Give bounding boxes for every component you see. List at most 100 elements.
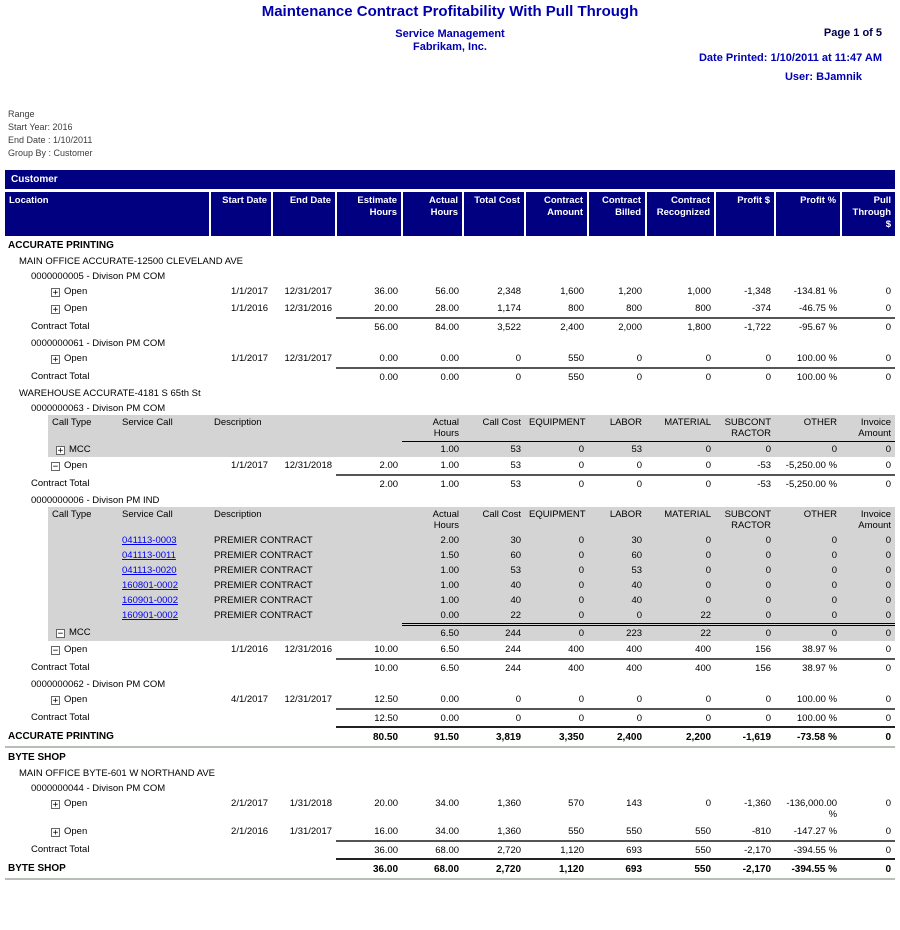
service-call-link[interactable]: 160801-0002 (122, 580, 178, 591)
value-cell: 0 (588, 474, 647, 492)
empty-cell (210, 727, 273, 748)
service-call-link[interactable]: 160901-0002 (122, 610, 178, 621)
call-type-group-label: − MCC (48, 624, 403, 641)
empty-cell (210, 318, 272, 335)
indent-cell (5, 548, 48, 563)
expand-icon[interactable]: + (51, 305, 60, 315)
sub-column-header: SUBCONTRACTOR (715, 415, 776, 442)
value-cell: 0 (841, 317, 896, 335)
end-date-cell: 12/31/2017 (284, 353, 333, 364)
expand-icon[interactable]: + (51, 288, 60, 298)
value-cell: 1,120 (525, 840, 589, 859)
sub-column-header: Call Type (48, 507, 118, 533)
value-cell: -147.27 % (793, 826, 838, 837)
table-row: Contract Total 12.50 0.00 0 0 0 0 0 100.00 % 0 (5, 708, 896, 727)
end-date-cell: 1/31/2017 (289, 826, 333, 837)
indent-cell (5, 507, 48, 533)
value-cell: 0 (885, 826, 892, 837)
sub-column-header: Service Call (118, 507, 211, 533)
start-date-cell: 1/1/2016 (231, 644, 269, 655)
location-label: MAIN OFFICE BYTE-601 W NORTHAND AVE (19, 768, 216, 779)
value-cell: 2,720 (463, 858, 526, 880)
service-call-link[interactable]: 041113-0020 (122, 565, 177, 576)
value-cell: 40 (463, 578, 526, 593)
sub-column-header: Invoice Amount (841, 415, 896, 442)
contract-total-label: Contract Total (31, 321, 90, 332)
value-cell: -53 (715, 474, 776, 492)
table-row: MAIN OFFICE ACCURATE-12500 CLEVELAND AVE (5, 253, 895, 268)
value-cell: 0 (588, 608, 647, 625)
sub-column-header: Call Cost (463, 415, 526, 442)
sub-column-header: Actual Hours (402, 507, 464, 533)
value-cell: 0.00 (336, 367, 403, 385)
value-cell: 0 (841, 563, 896, 578)
collapse-icon[interactable]: − (51, 646, 60, 656)
value-cell: 2.00 (379, 460, 399, 471)
table-row: 041113-0003 PREMIER CONTRACT 2.00 30 0 30 0 0 0 0 (5, 533, 896, 548)
expand-icon[interactable]: + (51, 355, 60, 365)
call-type-cell (48, 578, 118, 593)
empty-cell (272, 859, 337, 880)
table-row: Call Type Service Call Description Actual H… (5, 415, 896, 442)
table-row: + Open 1/1/2016 12/31/2016 20.00 28.00 1,174 80… (5, 300, 895, 318)
open-label-text: Open (64, 694, 88, 705)
collapse-icon[interactable]: − (56, 628, 65, 639)
expand-icon[interactable]: + (51, 828, 60, 838)
value-cell: 34.00 (435, 826, 460, 837)
value-cell: 0 (646, 474, 716, 492)
sub-column-header: Call Type (48, 415, 118, 442)
value-cell: 0 (841, 367, 896, 385)
open-label-text: Open (64, 798, 88, 809)
value-cell: 0 (885, 460, 892, 471)
expand-icon[interactable]: + (51, 696, 60, 706)
column-header: Total Cost (462, 192, 526, 236)
value-cell: 2.00 (402, 533, 464, 548)
value-cell: 800 (626, 303, 643, 314)
value-cell: 0 (525, 578, 589, 593)
value-cell: 0 (841, 548, 896, 563)
value-cell: 1,174 (497, 303, 522, 314)
value-cell: 36.00 (336, 858, 403, 880)
collapse-icon[interactable]: − (51, 462, 60, 472)
value-cell: 0 (646, 563, 716, 578)
value-cell: -73.58 % (775, 726, 842, 748)
value-cell: 0 (646, 441, 716, 457)
mcc-label-text: MCC (69, 443, 91, 455)
table-row: + Open 2/1/2017 1/31/2018 20.00 34.00 1,360 570… (5, 795, 895, 823)
report-table: Location Start Date End Date Estimate Hours… (5, 192, 896, 880)
value-cell: 0 (715, 367, 776, 385)
indent-cell (5, 624, 48, 641)
value-cell: 0 (841, 858, 896, 880)
value-cell: 0 (885, 286, 892, 297)
contract-total-label: Contract Total (31, 371, 90, 382)
indent-cell (5, 415, 48, 442)
start-date-cell: 2/1/2016 (231, 826, 269, 837)
open-row-label: + Open (5, 823, 210, 841)
value-cell: 156 (715, 658, 776, 676)
value-cell: 0 (646, 548, 716, 563)
empty-cell (272, 318, 336, 335)
value-cell: 0 (841, 608, 896, 625)
value-cell: -810 (752, 826, 772, 837)
column-header: Profit % (774, 192, 842, 236)
expand-icon[interactable]: + (56, 445, 65, 456)
value-cell: 0 (636, 460, 643, 471)
table-row: Contract Total 0.00 0.00 0 550 0 0 0 100.00 % 0 (5, 367, 896, 385)
table-row: BYTE SHOP (5, 747, 895, 765)
table-row: + Open 4/1/2017 12/31/2017 12.50 0.00 0 0 0 0 0 100… (5, 691, 895, 709)
value-cell: 0 (715, 563, 776, 578)
expand-icon[interactable]: + (51, 800, 60, 810)
value-cell: 12.50 (374, 694, 399, 705)
service-call-link[interactable]: 041113-0003 (122, 535, 177, 546)
value-cell: 0 (525, 593, 589, 608)
service-call-cell: 041113-0011 (118, 548, 211, 563)
mcc-label-text: MCC (69, 626, 91, 638)
service-call-link[interactable]: 160901-0002 (122, 595, 178, 606)
sub-column-header: SUBCONTRACTOR (715, 507, 776, 533)
sub-column-header: Service Call (118, 415, 211, 442)
empty-cell (210, 841, 272, 859)
open-row-label: + Open (5, 795, 210, 823)
call-type-group-label: + MCC (48, 441, 403, 457)
service-call-link[interactable]: 041113-0011 (122, 550, 176, 561)
value-cell: 550 (568, 353, 585, 364)
